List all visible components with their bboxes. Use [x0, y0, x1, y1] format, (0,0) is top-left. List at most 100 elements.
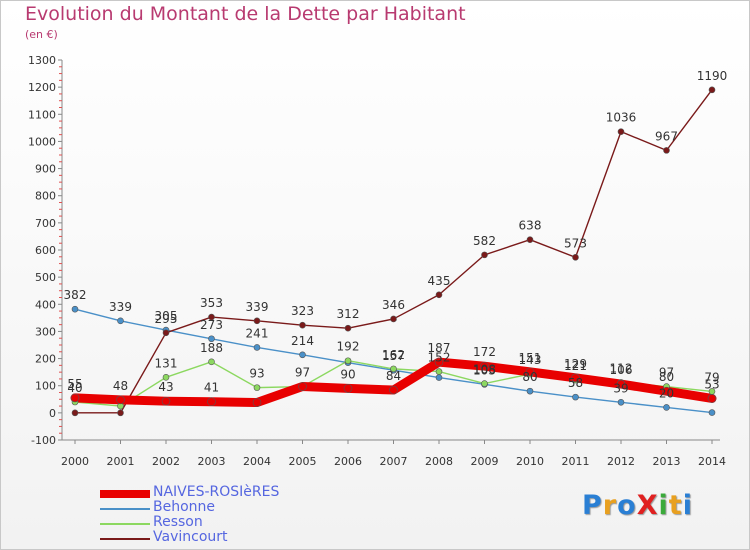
data-label: 39	[613, 381, 628, 395]
data-point	[162, 373, 170, 381]
data-point	[71, 409, 79, 417]
data-label: 157	[382, 349, 405, 363]
y-tick-label: 1200	[28, 81, 56, 94]
legend-label-naives: NAIVES-ROSIèRES	[153, 484, 280, 500]
data-label: 346	[382, 298, 405, 312]
data-label: 339	[246, 300, 269, 314]
data-point	[116, 395, 125, 405]
data-point	[617, 128, 625, 135]
data-label: 152	[428, 351, 451, 365]
x-tick-label: 2000	[61, 455, 89, 468]
y-tick-label: 900	[35, 163, 56, 176]
data-label: 1190	[697, 69, 728, 83]
data-point	[253, 317, 261, 325]
data-label: 172	[473, 345, 496, 359]
data-label: 143	[519, 353, 542, 367]
x-tick-label: 2013	[653, 455, 681, 468]
data-label: 20	[659, 386, 674, 400]
legend-swatch-vavincourt	[100, 538, 150, 540]
line-chart: -100 0 100 200 300 400 500 600 700 800 900 1000 1100…	[28, 54, 728, 468]
legend-label-behonne: Behonne	[153, 499, 216, 515]
data-point	[572, 393, 579, 401]
data-point	[253, 344, 261, 351]
data-label: 192	[337, 340, 360, 354]
x-tick-label: 2014	[698, 455, 726, 468]
data-label: 214	[291, 334, 314, 348]
data-point	[253, 384, 261, 391]
data-label: 131	[155, 356, 178, 370]
data-point	[117, 409, 124, 417]
data-label: 43	[158, 380, 173, 394]
x-tick-label: 2007	[380, 455, 408, 468]
legend-item-vavincourt: Vavincourt	[100, 529, 400, 546]
data-label: 79	[704, 370, 719, 384]
unit-label: (en €)	[25, 28, 58, 41]
data-point	[708, 86, 716, 94]
data-point	[435, 291, 443, 299]
x-tick-label: 2001	[107, 455, 135, 468]
legend-item-resson: Resson	[100, 514, 400, 531]
x-tick-label: 2004	[243, 455, 271, 468]
data-point	[526, 387, 534, 395]
data-label: 106	[610, 363, 633, 377]
legend-swatch-behonne	[100, 508, 150, 510]
data-point	[526, 236, 534, 243]
data-label: 638	[519, 219, 542, 233]
x-tick-label: 2012	[607, 455, 635, 468]
data-point	[70, 393, 80, 403]
data-label: 80	[522, 370, 537, 384]
data-label: 323	[291, 304, 314, 318]
logo-letter: i	[658, 490, 669, 521]
data-point	[434, 357, 444, 367]
data-label: 40	[67, 381, 82, 395]
data-point	[344, 324, 352, 332]
y-tick-label: 200	[35, 353, 56, 366]
data-point	[663, 147, 670, 154]
data-label: 129	[564, 357, 587, 371]
data-point	[571, 373, 580, 383]
logo-letter: r	[602, 490, 618, 521]
y-tick-label: 700	[35, 217, 56, 230]
legend-swatch-resson	[100, 523, 150, 525]
logo-letter: X	[636, 490, 659, 521]
data-point	[617, 398, 625, 406]
legend-item-behonne: Behonne	[100, 499, 400, 516]
y-tick-label: 100	[35, 380, 56, 393]
data-point	[298, 382, 307, 391]
data-label: 573	[564, 236, 587, 250]
data-label: 435	[428, 274, 451, 288]
data-point	[616, 379, 626, 389]
y-tick-label: 300	[35, 325, 56, 338]
legend-label-resson: Resson	[153, 514, 203, 530]
data-point	[435, 368, 443, 375]
data-label: 273	[200, 318, 223, 332]
data-point	[161, 396, 171, 406]
data-label: 108	[473, 363, 496, 377]
data-label: 162	[382, 348, 405, 362]
y-tick-label: 1000	[28, 135, 56, 148]
data-label: 382	[64, 288, 87, 302]
data-label: 295	[155, 312, 178, 326]
legend: NAIVES-ROSIèRES Behonne Resson Vavincour…	[100, 484, 400, 546]
data-point	[71, 305, 79, 313]
logo-letter: o	[617, 490, 637, 521]
y-tick-label: 1100	[28, 108, 56, 121]
data-point	[707, 394, 717, 403]
data-label: 90	[340, 367, 355, 381]
data-point	[252, 398, 262, 407]
data-label: 1036	[606, 111, 637, 125]
data-label: 112	[610, 361, 633, 375]
data-point	[207, 397, 216, 407]
x-tick-label: 2006	[334, 455, 362, 468]
data-point	[162, 329, 170, 337]
data-label: 241	[246, 326, 269, 340]
y-tick-label: 0	[49, 407, 56, 420]
data-point	[572, 254, 579, 261]
data-point	[708, 409, 716, 416]
data-point	[208, 358, 215, 366]
data-label: 582	[473, 234, 496, 248]
legend-label-vavincourt: Vavincourt	[153, 529, 228, 545]
data-point	[662, 386, 671, 396]
data-label: 312	[337, 307, 360, 321]
